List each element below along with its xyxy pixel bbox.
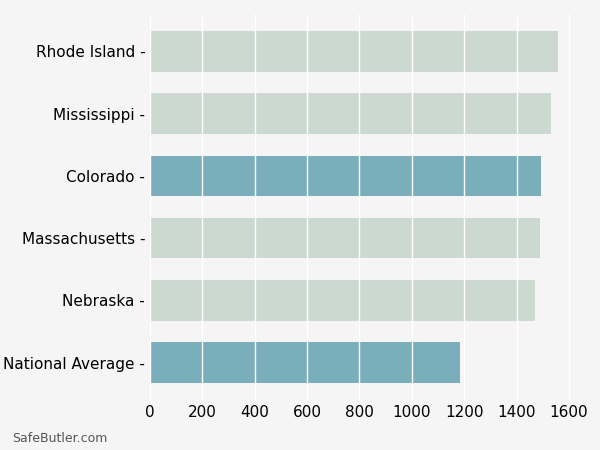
Bar: [150, 93, 551, 134]
Bar: [150, 31, 559, 72]
Bar: [150, 156, 541, 196]
Bar: [150, 218, 540, 258]
Bar: [150, 342, 460, 383]
Bar: [150, 280, 535, 321]
Text: SafeButler.com: SafeButler.com: [12, 432, 107, 446]
